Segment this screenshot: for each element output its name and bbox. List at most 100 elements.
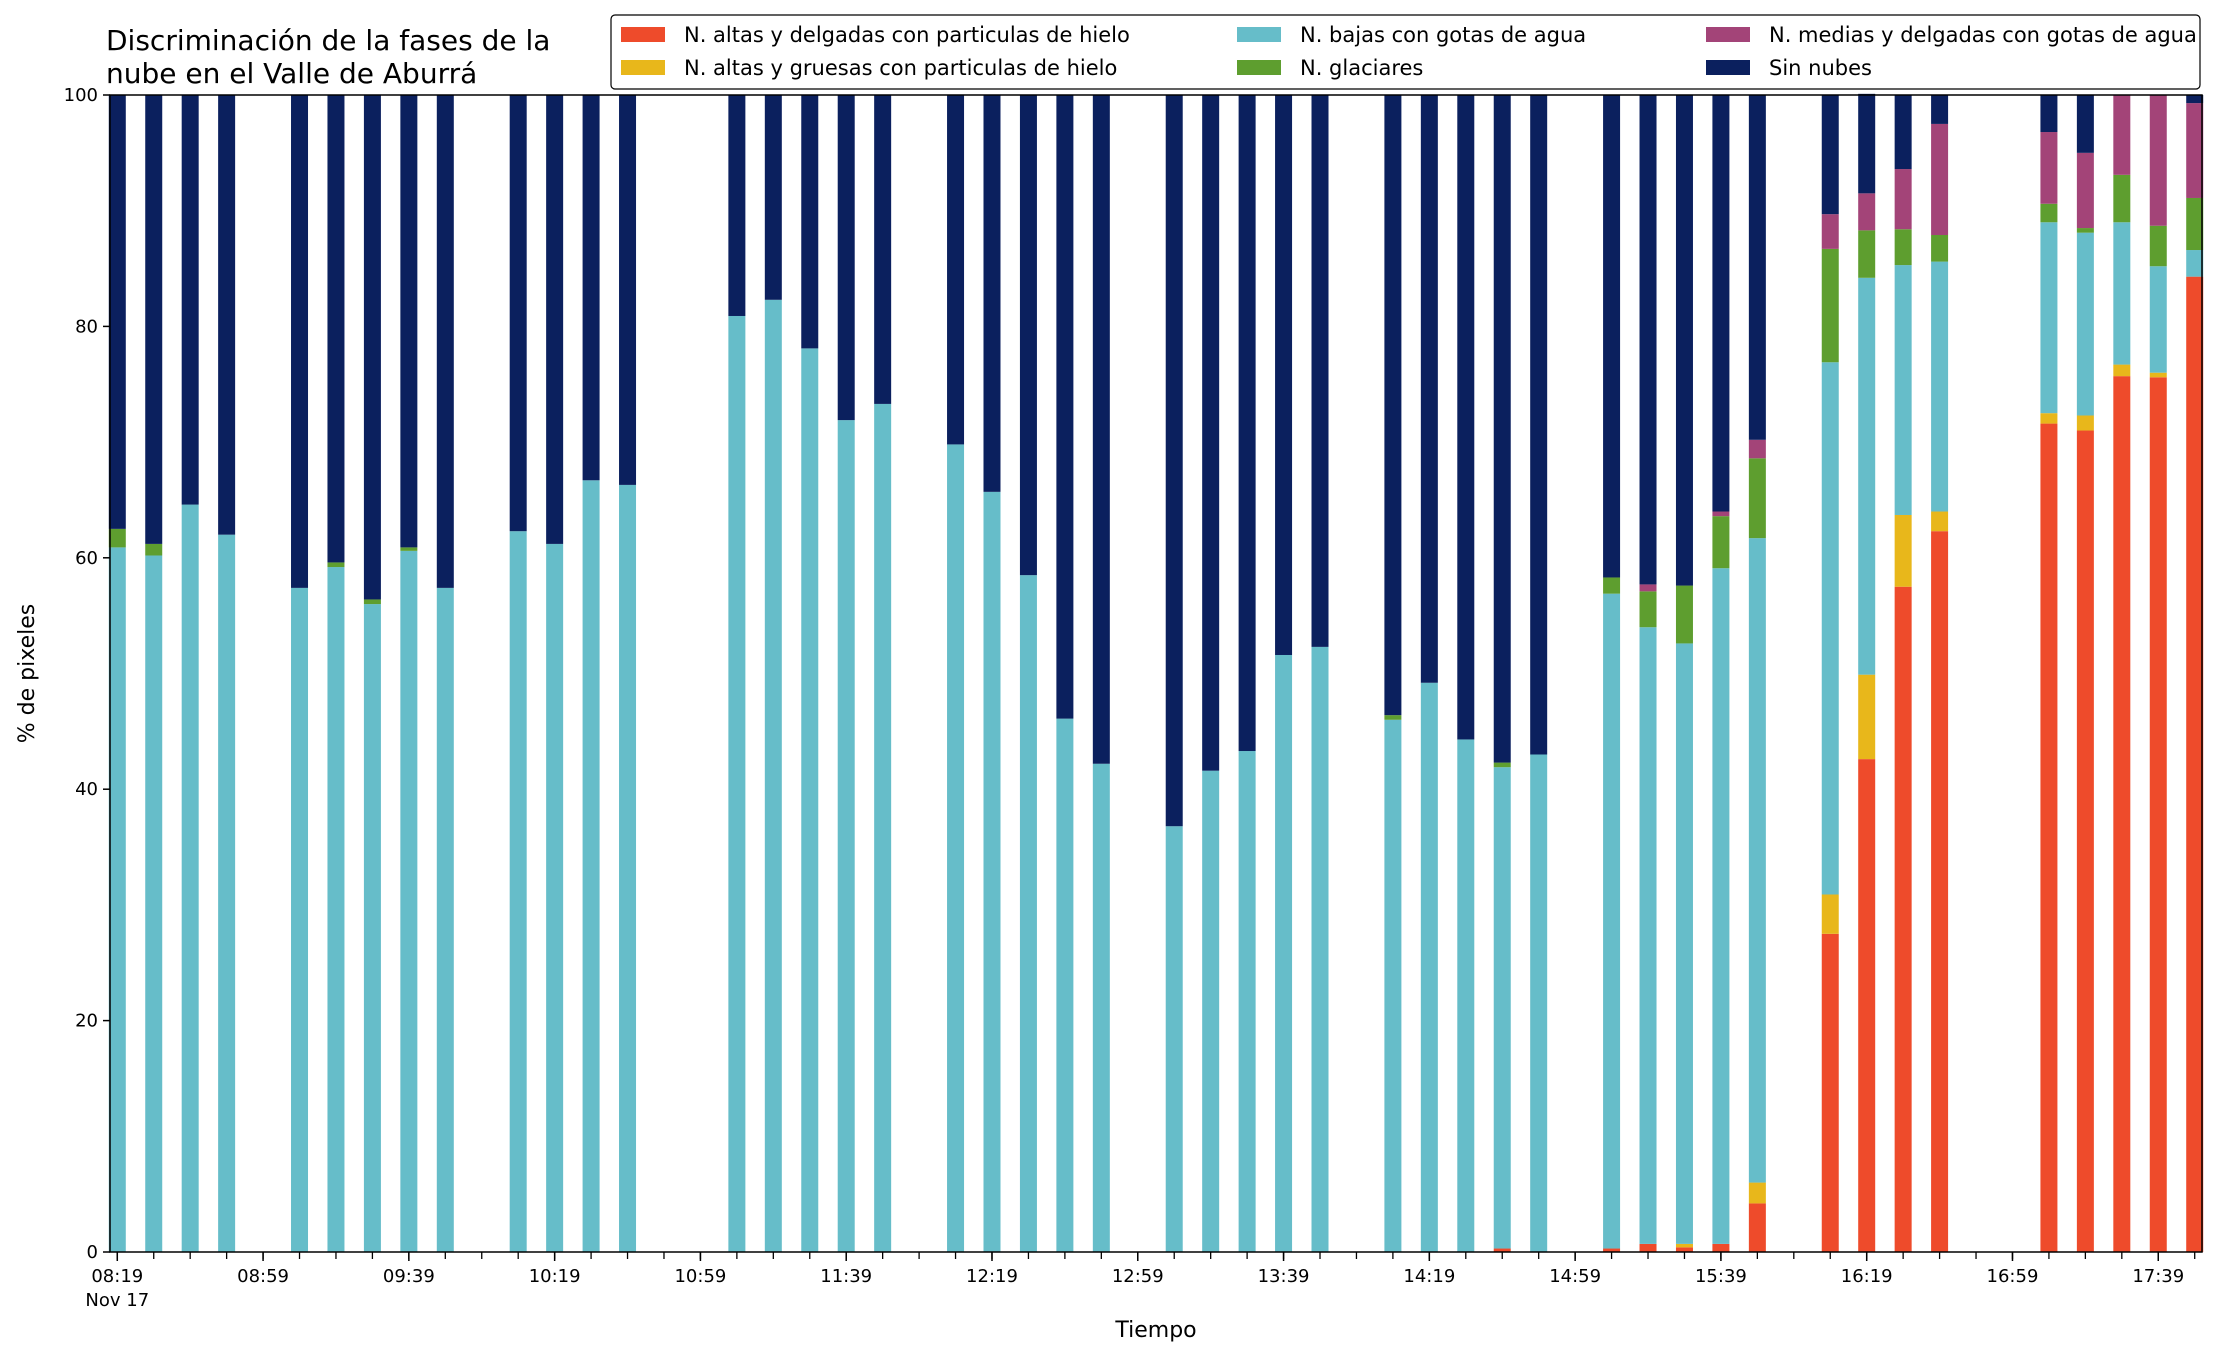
bar-0909-s5 bbox=[291, 95, 309, 588]
bar-1609-s2 bbox=[1821, 362, 1839, 895]
bar-0919-s3 bbox=[327, 562, 345, 568]
bar-1219-s2 bbox=[983, 491, 1001, 1252]
bar-1519-s4 bbox=[1639, 584, 1657, 592]
bar-1039-s2 bbox=[619, 484, 637, 1252]
bar-1509-s2 bbox=[1603, 593, 1621, 1249]
bar-1329-s5 bbox=[1238, 95, 1256, 752]
bar-1749-s5 bbox=[2186, 95, 2204, 104]
bar-1119-s2 bbox=[764, 299, 782, 1252]
legend-swatch bbox=[1706, 60, 1750, 75]
bar-1629-s0 bbox=[1894, 586, 1912, 1252]
bar-1549-s5 bbox=[1748, 95, 1766, 440]
x-tick-label: 16:19 bbox=[1841, 1266, 1893, 1287]
bar-1529-s0 bbox=[1675, 1247, 1693, 1252]
chart-title-line-2: nube en el Valle de Aburrá bbox=[106, 57, 477, 90]
x-tick-label: 13:39 bbox=[1258, 1266, 1310, 1287]
bar-1509-s3 bbox=[1603, 577, 1621, 594]
bar-1539-s4 bbox=[1712, 511, 1730, 517]
bar-1529-s5 bbox=[1675, 95, 1693, 586]
bar-1749-s4 bbox=[2186, 103, 2204, 198]
x-tick-label: 12:19 bbox=[966, 1266, 1018, 1287]
legend-label: N. medias y delgadas con gotas de agua bbox=[1769, 23, 2197, 47]
bar-1529-s2 bbox=[1675, 643, 1693, 1244]
bar-1419-s2 bbox=[1420, 682, 1438, 1252]
bar-1109-s5 bbox=[728, 95, 746, 316]
legend-swatch bbox=[1237, 60, 1281, 75]
bar-1609-s4 bbox=[1821, 214, 1839, 249]
bar-1729-s1 bbox=[2113, 364, 2131, 377]
bar-0849-s5 bbox=[218, 95, 236, 535]
x-axis-label: Tiempo bbox=[1114, 1318, 1196, 1343]
legend-box bbox=[610, 14, 2201, 90]
bar-1629-s5 bbox=[1894, 95, 1912, 170]
bar-1209-s5 bbox=[947, 95, 965, 445]
x-tick-label: 17:39 bbox=[2132, 1266, 2184, 1287]
bar-1609-s3 bbox=[1821, 248, 1839, 363]
bar-0819-s5 bbox=[108, 95, 126, 529]
x-tick-label: 14:59 bbox=[1549, 1266, 1601, 1287]
bar-1629-s4 bbox=[1894, 169, 1912, 230]
bar-1119-s5 bbox=[764, 95, 782, 300]
bar-1639-s2 bbox=[1931, 261, 1949, 512]
bar-1719-s5 bbox=[2076, 95, 2094, 153]
bar-1149-s5 bbox=[874, 95, 892, 404]
bar-1429-s2 bbox=[1457, 739, 1475, 1252]
bar-1729-s2 bbox=[2113, 222, 2131, 365]
bar-1739-s3 bbox=[2149, 225, 2167, 267]
bar-1639-s3 bbox=[1931, 234, 1949, 262]
bar-1409-s2 bbox=[1384, 719, 1402, 1252]
bar-0939-s5 bbox=[400, 95, 418, 548]
bar-1029-s2 bbox=[582, 480, 600, 1252]
bar-1319-s5 bbox=[1202, 95, 1220, 771]
bar-1309-s5 bbox=[1165, 95, 1183, 827]
bar-1249-s5 bbox=[1092, 95, 1110, 764]
bar-1529-s1 bbox=[1675, 1243, 1693, 1248]
bar-1629-s1 bbox=[1894, 514, 1912, 587]
bar-0819-s3 bbox=[108, 528, 126, 548]
bar-0839-s2 bbox=[181, 504, 199, 1252]
bar-1519-s3 bbox=[1639, 591, 1657, 628]
bar-1709-s1 bbox=[2040, 413, 2058, 424]
bar-1409-s5 bbox=[1384, 95, 1402, 716]
y-tick-label: 100 bbox=[64, 85, 98, 106]
bar-1229-s2 bbox=[1019, 575, 1037, 1252]
bar-1619-s2 bbox=[1858, 277, 1876, 675]
y-tick-label: 40 bbox=[75, 779, 98, 800]
bar-0949-s2 bbox=[436, 587, 454, 1252]
bar-1519-s5 bbox=[1639, 95, 1657, 585]
bar-1639-s5 bbox=[1931, 95, 1949, 124]
bar-1729-s3 bbox=[2113, 174, 2131, 223]
bar-1009-s5 bbox=[509, 95, 527, 532]
bar-1709-s0 bbox=[2040, 423, 2058, 1252]
bar-1539-s3 bbox=[1712, 516, 1730, 569]
bar-1149-s2 bbox=[874, 403, 892, 1252]
bar-1429-s5 bbox=[1457, 95, 1475, 740]
bar-1239-s2 bbox=[1056, 718, 1074, 1252]
y-tick-label: 0 bbox=[87, 1242, 98, 1263]
bar-0919-s5 bbox=[327, 95, 345, 563]
bar-0829-s2 bbox=[145, 555, 163, 1252]
bar-1029-s5 bbox=[582, 95, 600, 481]
chart-title: Discriminación de la fases de la nube en… bbox=[106, 24, 550, 90]
bar-1109-s2 bbox=[728, 315, 746, 1252]
x-tick-label: 11:39 bbox=[820, 1266, 872, 1287]
bar-0849-s2 bbox=[218, 534, 236, 1252]
bar-1709-s2 bbox=[2040, 222, 2058, 414]
bar-1309-s2 bbox=[1165, 826, 1183, 1252]
bar-1449-s5 bbox=[1530, 95, 1548, 755]
bar-1739-s1 bbox=[2149, 372, 2167, 378]
bar-1609-s1 bbox=[1821, 894, 1839, 934]
y-tick-label: 80 bbox=[75, 316, 98, 337]
bar-1709-s4 bbox=[2040, 132, 2058, 204]
bar-0929-s3 bbox=[363, 599, 381, 605]
bar-1019-s5 bbox=[546, 95, 564, 544]
bar-1709-s3 bbox=[2040, 203, 2058, 223]
bar-1549-s1 bbox=[1748, 1182, 1766, 1204]
legend-swatch bbox=[1237, 27, 1281, 42]
bar-1409-s3 bbox=[1384, 715, 1402, 720]
bar-1639-s0 bbox=[1931, 531, 1949, 1252]
bar-0939-s2 bbox=[400, 550, 418, 1252]
bars-layer bbox=[108, 93, 2204, 1253]
x-tick-label: 14:19 bbox=[1403, 1266, 1455, 1287]
